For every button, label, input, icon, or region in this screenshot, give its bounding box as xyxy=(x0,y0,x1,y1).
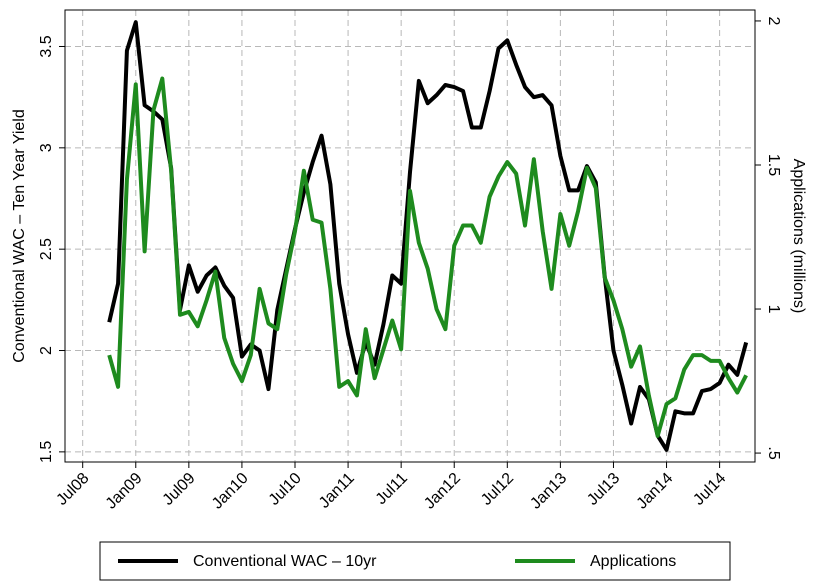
legend-box xyxy=(99,541,731,581)
plot-frame xyxy=(64,9,756,463)
y-tick-label: 1.5 xyxy=(38,441,55,463)
y2-tick-label: 1.5 xyxy=(765,154,782,176)
data-line xyxy=(107,20,749,452)
y2-tick-label: 2 xyxy=(765,16,782,25)
y2-tick-label: .5 xyxy=(765,446,782,459)
legend-label: Applications xyxy=(590,553,676,570)
y-tick-label: 2 xyxy=(38,346,55,355)
y-axis-label: Conventional WAC – Ten Year Yield xyxy=(11,109,28,363)
y-tick-label: 3 xyxy=(38,143,55,152)
data-line xyxy=(107,76,748,438)
y2-axis-label: Applications (millions) xyxy=(790,159,807,314)
legend-label: Conventional WAC – 10yr xyxy=(193,553,377,570)
y-tick-label: 2.5 xyxy=(38,238,55,260)
y2-tick-label: 1 xyxy=(765,305,782,314)
y-tick-label: 3.5 xyxy=(38,35,55,57)
